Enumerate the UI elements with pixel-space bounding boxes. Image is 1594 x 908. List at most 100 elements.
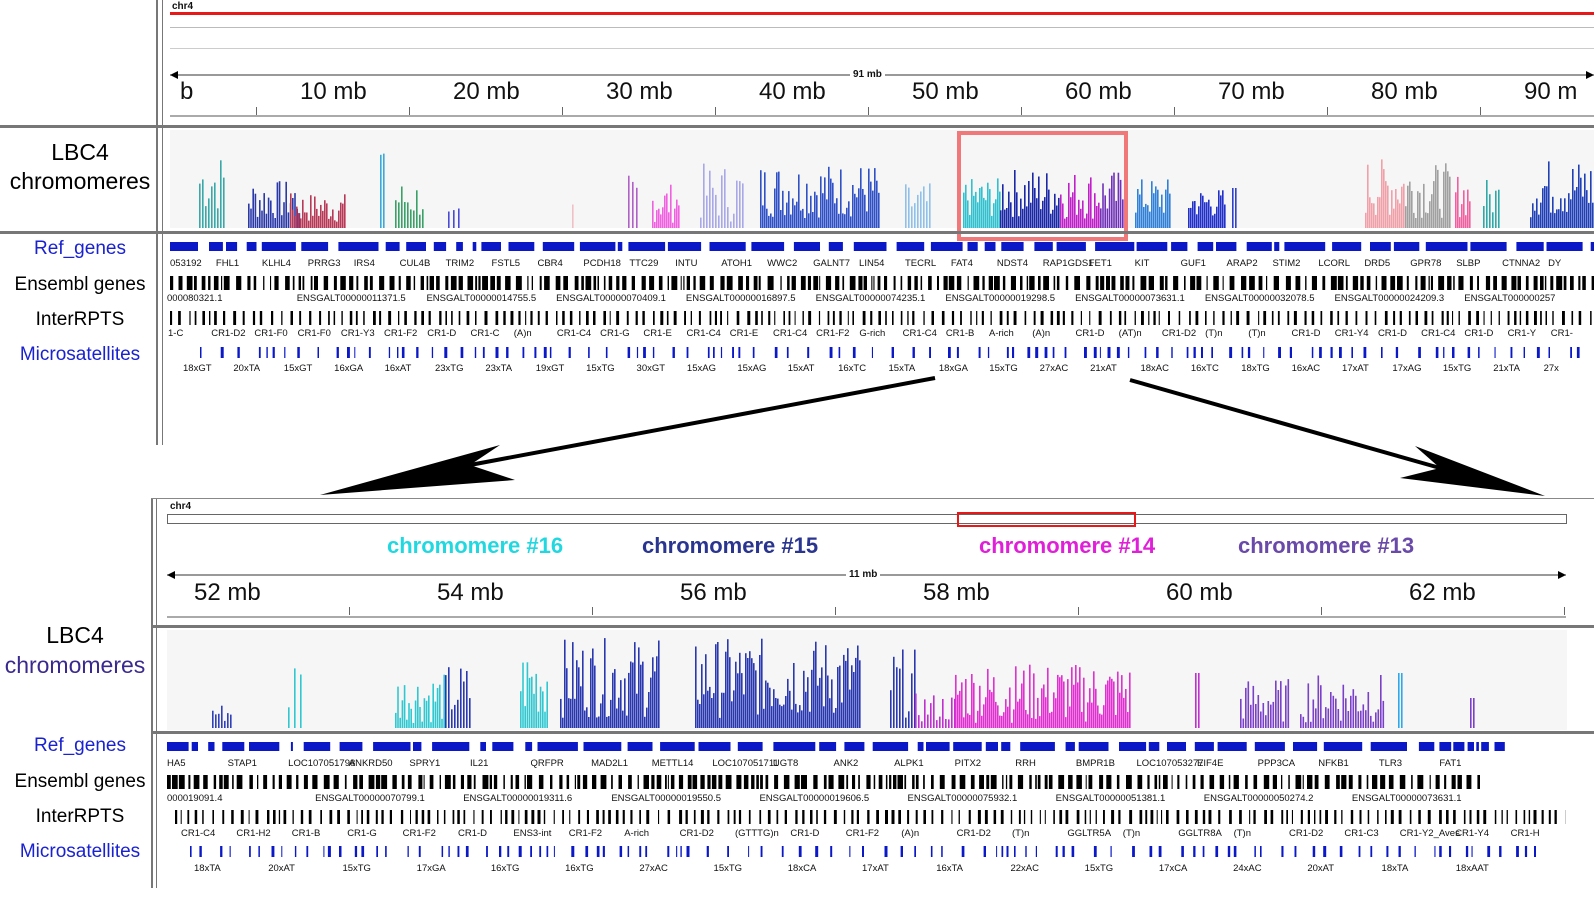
ensembl-feature bbox=[1381, 276, 1387, 290]
ensembl-feature bbox=[1111, 276, 1116, 290]
ensembl-feature bbox=[286, 775, 292, 789]
feature-label: ANK2 bbox=[833, 758, 859, 769]
track-name-interrpts-bottom[interactable]: InterRPTS bbox=[35, 806, 125, 827]
ensembl-feature bbox=[555, 276, 561, 290]
repeat-feature bbox=[1501, 810, 1503, 824]
ref-gene-feature bbox=[1494, 742, 1505, 751]
repeat-feature bbox=[175, 810, 178, 824]
feature-label: KLHL4 bbox=[261, 258, 291, 269]
repeat-feature bbox=[1006, 311, 1009, 325]
microsatellite-feature bbox=[1467, 347, 1471, 358]
ensembl-feature bbox=[1258, 276, 1263, 290]
ensembl-feature bbox=[1556, 276, 1563, 290]
track-name-microsatellites-bottom[interactable]: Microsatellites bbox=[19, 841, 141, 862]
repeat-feature bbox=[968, 810, 971, 824]
ensembl-feature bbox=[1228, 775, 1231, 789]
chromomere-bar bbox=[1367, 164, 1369, 228]
ref-gene-feature bbox=[1370, 742, 1407, 751]
repeat-feature bbox=[1476, 311, 1479, 325]
ensembl-feature bbox=[1253, 775, 1258, 789]
track-name-microsatellites[interactable]: Microsatellites bbox=[19, 344, 141, 365]
track-name-interrpts[interactable]: InterRPTS bbox=[35, 309, 125, 330]
ensembl-feature bbox=[858, 276, 863, 290]
microsatellite-feature bbox=[1570, 347, 1572, 358]
ensembl-feature bbox=[458, 276, 463, 290]
repeat-feature bbox=[1534, 311, 1537, 325]
repeat-feature bbox=[1548, 810, 1551, 824]
chromomere-bar bbox=[1572, 169, 1574, 228]
feature-label: CR1-C3 bbox=[1344, 828, 1379, 839]
chromomere-bar bbox=[973, 682, 975, 728]
chromomere-bar bbox=[963, 717, 965, 728]
ensembl-feature bbox=[970, 775, 975, 789]
ensembl-feature bbox=[503, 775, 505, 789]
chromomere-bar bbox=[707, 690, 709, 728]
ensembl-feature bbox=[878, 775, 883, 789]
track-name-ensembl-bottom[interactable]: Ensembl genes bbox=[14, 771, 146, 792]
repeat-feature bbox=[1320, 311, 1323, 325]
chromomere-bar bbox=[412, 723, 415, 728]
chromomere-bar bbox=[1369, 197, 1371, 228]
microsatellite-feature bbox=[1323, 846, 1327, 857]
chromomere-bar bbox=[1108, 188, 1111, 228]
ensembl-feature bbox=[1086, 276, 1091, 290]
feature-label: 18xAAT bbox=[1455, 863, 1489, 874]
feature-label: 15xTG bbox=[713, 863, 743, 874]
repeat-feature bbox=[673, 311, 677, 325]
chromomere-bar bbox=[320, 204, 322, 228]
feature-label: (T)n bbox=[1122, 828, 1141, 839]
chromomere-bar bbox=[1105, 684, 1107, 728]
track-name-ensembl[interactable]: Ensembl genes bbox=[14, 274, 146, 295]
repeat-feature bbox=[178, 311, 181, 325]
chromomere-bar bbox=[725, 651, 727, 728]
chromosome-ideogram-bottom[interactable] bbox=[167, 514, 1567, 524]
ruler-label: 90 m bbox=[1524, 78, 1578, 105]
chromomere-bar bbox=[781, 706, 783, 728]
chromomere-bar bbox=[826, 199, 828, 228]
lbc4-track-title: LBC4 chromomeres bbox=[0, 138, 160, 196]
chromomere-bar bbox=[1425, 212, 1427, 228]
chromomere-bar bbox=[267, 197, 270, 228]
chromomere-bar bbox=[791, 709, 793, 728]
ensembl-feature bbox=[1375, 276, 1378, 290]
ensembl-feature bbox=[600, 775, 607, 789]
chromomere-bar bbox=[858, 188, 860, 228]
repeat-feature bbox=[400, 810, 404, 824]
chromomere-bar bbox=[644, 716, 646, 728]
feature-label: CR1-D2 bbox=[211, 328, 246, 339]
ensembl-feature bbox=[726, 276, 733, 290]
repeat-feature bbox=[1139, 810, 1143, 824]
repeat-feature bbox=[783, 311, 785, 325]
ensembl-feature bbox=[436, 276, 440, 290]
top-feature-tracks[interactable] bbox=[0, 0, 1594, 380]
chromomere-bar bbox=[741, 673, 743, 728]
chromomere-bar bbox=[914, 649, 916, 728]
chromomere-bar bbox=[1023, 670, 1025, 728]
chromomere-bar bbox=[670, 184, 672, 228]
track-name-ref-genes-bottom[interactable]: Ref_genes bbox=[34, 735, 126, 756]
repeat-feature bbox=[427, 810, 431, 824]
ref-gene-feature bbox=[406, 242, 426, 251]
bottom-feature-tracks[interactable] bbox=[0, 0, 1594, 880]
microsatellite-feature bbox=[1281, 846, 1284, 857]
ensembl-feature bbox=[914, 276, 918, 290]
chromomere-bar bbox=[1470, 698, 1472, 728]
microsatellite-feature bbox=[506, 347, 509, 358]
track-name-ref-genes[interactable]: Ref_genes bbox=[34, 238, 126, 259]
feature-label: CR1-Y2_Aves bbox=[1399, 828, 1460, 839]
chromomere-bar bbox=[715, 194, 717, 228]
chromosome-ideogram[interactable] bbox=[170, 12, 1594, 28]
ensembl-feature bbox=[475, 276, 478, 290]
chromomere-bar bbox=[407, 202, 409, 228]
repeat-feature bbox=[562, 810, 564, 824]
chromomere-bar bbox=[298, 213, 300, 228]
zoom-highlight-box[interactable] bbox=[957, 131, 1128, 241]
feature-label: BMPR1B bbox=[1075, 758, 1115, 769]
feature-label: CR1-E bbox=[643, 328, 672, 339]
ref-gene-feature bbox=[1284, 242, 1326, 251]
chromomere-bar bbox=[620, 680, 622, 728]
chromomere-bar bbox=[1498, 189, 1500, 228]
chromomere-bar bbox=[602, 694, 604, 728]
chromomere-bar bbox=[849, 689, 851, 728]
region-box[interactable] bbox=[957, 512, 1136, 527]
